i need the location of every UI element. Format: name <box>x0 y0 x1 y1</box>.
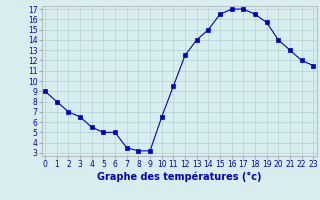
X-axis label: Graphe des températures (°c): Graphe des températures (°c) <box>97 172 261 182</box>
